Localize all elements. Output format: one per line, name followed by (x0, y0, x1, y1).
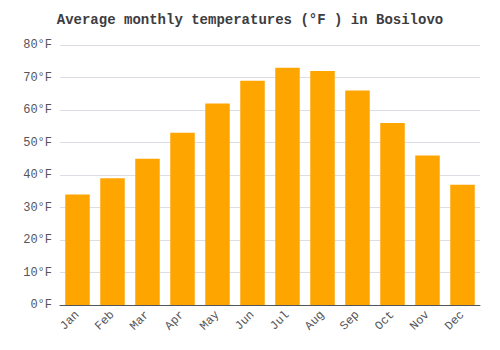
svg-text:20°F: 20°F (23, 233, 52, 247)
svg-text:30°F: 30°F (23, 201, 52, 215)
svg-text:May: May (197, 308, 222, 333)
svg-text:Jul: Jul (267, 308, 292, 333)
svg-text:10°F: 10°F (23, 266, 52, 280)
svg-text:Nov: Nov (407, 308, 432, 333)
svg-text:50°F: 50°F (23, 136, 52, 150)
svg-text:0°F: 0°F (30, 298, 52, 312)
svg-text:Feb: Feb (92, 308, 117, 333)
svg-text:Average monthly temperatures (: Average monthly temperatures (°F ) in Bo… (57, 12, 443, 28)
svg-text:70°F: 70°F (23, 71, 52, 85)
svg-text:60°F: 60°F (23, 103, 52, 117)
svg-text:Dec: Dec (442, 308, 467, 333)
svg-text:Mar: Mar (127, 308, 152, 333)
svg-text:Sep: Sep (337, 308, 362, 333)
svg-text:Oct: Oct (372, 308, 397, 333)
svg-text:80°F: 80°F (23, 38, 52, 52)
svg-text:40°F: 40°F (23, 168, 52, 182)
svg-text:Apr: Apr (162, 308, 187, 333)
svg-text:Jun: Jun (232, 308, 257, 333)
svg-text:Aug: Aug (302, 308, 327, 333)
svg-text:Jan: Jan (57, 308, 82, 333)
